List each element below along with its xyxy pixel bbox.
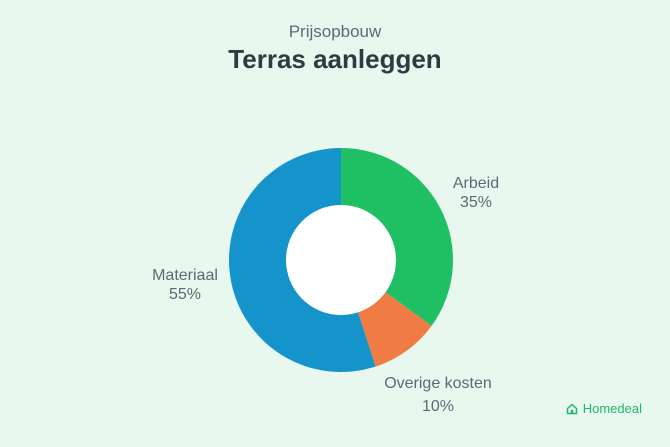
slice-value-label: 35% [460, 194, 492, 211]
chart-title: Terras aanleggen [228, 44, 442, 74]
slice-value-label: 55% [169, 286, 201, 303]
slice-label: Materiaal [152, 267, 218, 284]
slice-labels: Arbeid 35% Overige kosten 10% Materiaal 55% [152, 175, 499, 415]
slice-arbeid [341, 148, 453, 326]
house-icon [566, 403, 577, 414]
slice-label: Overige kosten [384, 375, 492, 392]
slice-value-label: 10% [422, 398, 454, 415]
donut-hole [286, 205, 396, 315]
chart-subtitle: Prijsopbouw [288, 22, 382, 41]
slice-label: Arbeid [453, 175, 499, 192]
brand-name: Homedeal [582, 401, 642, 416]
brand-logo: Homedeal [566, 401, 642, 416]
